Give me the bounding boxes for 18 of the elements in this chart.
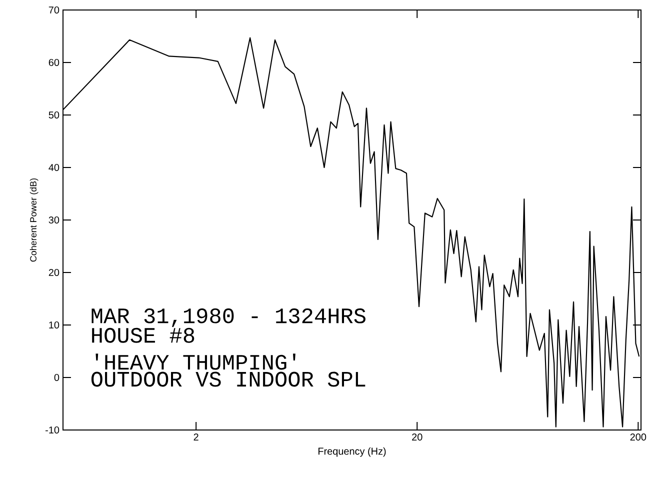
annotation: 'HEAVY THUMPING': [96, 354, 296, 370]
annotation: OUTDOOR VS INDOOR SPL: [91, 372, 366, 387]
y-tick-label: 10: [49, 321, 60, 329]
y-tick-label: 0: [54, 374, 60, 382]
y-axis-title: Coherent Power (dB): [30, 178, 38, 262]
y-tick-label: 70: [48, 6, 60, 14]
x-tick-label: 2: [194, 434, 198, 440]
y-tick-label: 50: [48, 111, 60, 119]
y-tick-label: 20: [48, 268, 60, 276]
y-tick-label: 60: [48, 58, 60, 66]
annotation: HOUSE #8: [92, 328, 194, 343]
x-axis-title: Frequency (Hz): [318, 447, 386, 457]
x-tick-label: 200: [630, 434, 646, 441]
y-tick-label: 40: [48, 164, 60, 172]
x-tick-label: 20: [412, 434, 422, 441]
y-tick-label: -10: [46, 426, 60, 434]
annotation: MAR 31,1980 - 1324HRS: [92, 308, 366, 327]
y-tick-label: 30: [48, 216, 60, 224]
